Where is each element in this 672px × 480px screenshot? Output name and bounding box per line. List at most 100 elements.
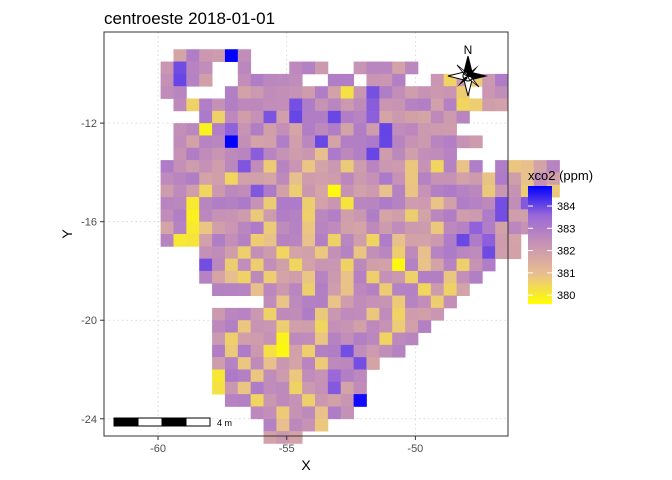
- xco2-cell: [263, 369, 277, 383]
- xco2-cell: [186, 197, 200, 210]
- xco2-cell: [224, 110, 239, 124]
- xco2-cell: [443, 184, 457, 198]
- xco2-cell: [495, 86, 509, 99]
- xco2-cell: [212, 172, 226, 186]
- xco2-cell: [469, 135, 483, 149]
- xco2-cell: [405, 184, 419, 198]
- xco2-cell: [276, 283, 290, 296]
- xco2-cell: [533, 172, 547, 186]
- xco2-cell: [315, 110, 329, 124]
- xco2-cell: [315, 418, 329, 432]
- xco2-cell: [340, 258, 355, 272]
- xco2-cell: [250, 332, 264, 346]
- xco2-cell: [186, 123, 200, 136]
- xco2-cell: [237, 332, 252, 346]
- xco2-cell: [482, 86, 496, 99]
- xco2-cell: [237, 357, 252, 370]
- xco2-cell: [379, 344, 393, 358]
- xco2-cell: [417, 98, 432, 112]
- xco2-cell: [173, 172, 187, 186]
- xco2-cell: [327, 369, 342, 383]
- xco2-cell: [276, 258, 290, 272]
- xco2-cell: [237, 172, 252, 186]
- xco2-cell: [237, 381, 252, 395]
- xco2-cell: [263, 418, 277, 432]
- xco2-cell: [417, 147, 432, 161]
- xco2-cell: [302, 246, 316, 260]
- xco2-cell: [366, 307, 380, 321]
- xco2-cell: [508, 209, 522, 223]
- xco2-cell: [199, 98, 213, 112]
- xco2-cell: [392, 221, 406, 235]
- xco2-cell: [199, 246, 213, 260]
- xco2-cell: [276, 320, 290, 333]
- xco2-cell: [224, 234, 239, 247]
- xco2-cell: [405, 283, 419, 296]
- xco2-cell: [353, 234, 367, 247]
- xco2-cell: [417, 234, 432, 247]
- xco2-cell: [405, 160, 419, 173]
- xco2-cell: [392, 160, 406, 173]
- xco2-cell: [366, 332, 380, 346]
- xco2-cell: [508, 246, 522, 260]
- xco2-cell: [263, 270, 277, 284]
- xco2-cell: [212, 357, 226, 370]
- xco2-cell: [379, 172, 393, 186]
- xco2-cell: [173, 147, 187, 161]
- xco2-cell: [340, 147, 355, 161]
- xco2-cell: [199, 184, 213, 198]
- xco2-cell: [430, 172, 445, 186]
- xco2-cell: [224, 381, 239, 395]
- xco2-cell: [327, 258, 342, 272]
- xco2-cell: [327, 147, 342, 161]
- xco2-cell: [302, 394, 316, 407]
- xco2-cell: [495, 172, 509, 186]
- xco2-cell: [186, 61, 200, 75]
- xco2-cell: [340, 209, 355, 223]
- xco2-cell: [379, 184, 393, 198]
- xco2-cell: [289, 369, 303, 383]
- xco2-cell: [353, 381, 367, 395]
- xco2-cell: [315, 61, 329, 75]
- xco2-cell: [379, 332, 393, 346]
- xco2-cell: [379, 270, 393, 284]
- xco2-cell: [443, 123, 457, 136]
- xco2-cell: [340, 123, 355, 136]
- xco2-cell: [353, 110, 367, 124]
- xco2-cell: [327, 295, 342, 309]
- xco2-cell: [173, 197, 187, 210]
- xco2-cell: [250, 73, 264, 87]
- xco2-cell: [353, 258, 367, 272]
- xco2-cell: [340, 73, 355, 87]
- y-tick-label: -20: [81, 315, 97, 327]
- xco2-cell: [276, 431, 290, 444]
- xco2-cell: [237, 246, 252, 260]
- xco2-cell: [430, 258, 445, 272]
- xco2-cell: [160, 172, 174, 186]
- xco2-cell: [430, 209, 445, 223]
- xco2-cell: [379, 246, 393, 260]
- xco2-cell: [417, 209, 432, 223]
- xco2-cell: [327, 73, 342, 87]
- xco2-cell: [263, 295, 277, 309]
- xco2-cell: [340, 172, 355, 186]
- xco2-cell: [289, 110, 303, 124]
- xco2-cell: [340, 86, 355, 99]
- xco2-cell: [237, 344, 252, 358]
- xco2-cell: [469, 246, 483, 260]
- xco2-cell: [353, 135, 367, 149]
- xco2-cell: [327, 221, 342, 235]
- xco2-cell: [224, 394, 239, 407]
- xco2-cell: [340, 381, 355, 395]
- xco2-cell: [173, 123, 187, 136]
- xco2-cell: [315, 394, 329, 407]
- legend-colorbar: [528, 186, 552, 304]
- xco2-cell: [417, 172, 432, 186]
- xco2-cell: [302, 98, 316, 112]
- xco2-cell: [173, 160, 187, 173]
- xco2-cell: [340, 295, 355, 309]
- xco2-cell: [495, 184, 509, 198]
- xco2-cell: [405, 209, 419, 223]
- xco2-cell: [469, 98, 483, 112]
- xco2-cell: [250, 246, 264, 260]
